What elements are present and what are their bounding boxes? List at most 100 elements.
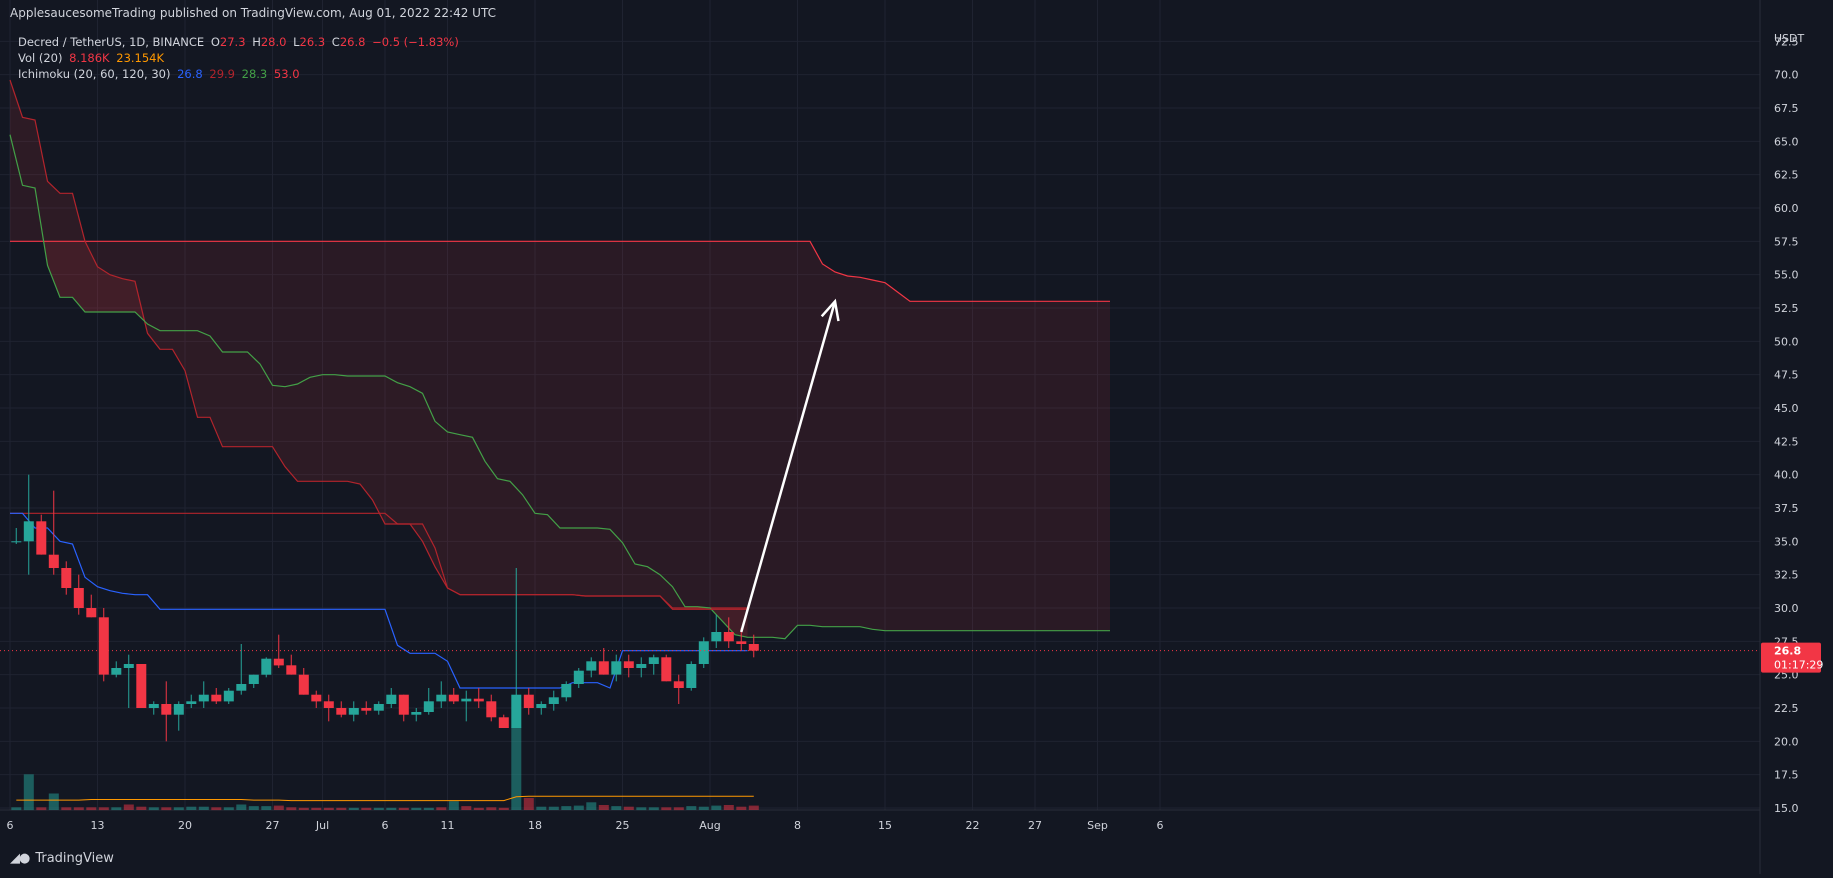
brand-label: TradingView (35, 851, 114, 866)
ichimoku-conversion-value: 26.8 (177, 67, 203, 81)
open-value: 27.3 (219, 35, 246, 49)
ichimoku-base-line (10, 512, 748, 610)
time-axis-tick: 8 (794, 819, 801, 832)
ichimoku-cloud-forward (10, 134, 1110, 639)
price-axis-tick: 20.0 (1774, 735, 1799, 748)
volume-bar (248, 806, 259, 810)
price-tag[interactable] (1761, 642, 1821, 673)
high-label: H (252, 35, 261, 49)
volume-bar (498, 807, 509, 810)
volume-bar (711, 805, 722, 810)
price-axis-tick: 37.5 (1774, 502, 1799, 515)
volume-label[interactable]: Vol (20) (18, 51, 63, 65)
candle-body (286, 665, 297, 675)
candle-body (473, 698, 484, 702)
volume-bar (686, 806, 697, 810)
volume-bar (748, 805, 759, 810)
price-axis-tick: 52.5 (1774, 302, 1799, 315)
volume-bar (123, 804, 134, 810)
volume-bar (648, 807, 659, 811)
price-tag-value: 26.8 (1774, 645, 1801, 658)
volume-bar (723, 805, 734, 810)
volume-bar (211, 807, 222, 811)
volume-bar (298, 807, 309, 810)
volume-bar (586, 802, 597, 810)
candle-body (386, 694, 397, 704)
candle-body (736, 641, 747, 644)
volume-bar (286, 807, 297, 811)
symbol-name[interactable]: Decred / TetherUS, 1D, BINANCE (18, 35, 205, 49)
time-axis-tick: 27 (1028, 819, 1042, 832)
candle-body (486, 701, 497, 718)
volume-bar (373, 807, 384, 810)
volume-ma-line (16, 795, 754, 802)
price-axis-tick: 65.0 (1774, 135, 1799, 148)
ichimoku-spanA-value: 28.3 (241, 67, 268, 81)
price-axis-tick: 62.5 (1774, 169, 1799, 182)
price-axis-tick: 50.0 (1774, 335, 1799, 348)
time-axis-tick: 25 (616, 819, 630, 832)
time-axis-tick: 27 (266, 819, 280, 832)
close-value: 26.8 (339, 35, 366, 49)
time-axis-tick: 11 (441, 819, 455, 832)
candle-body (411, 712, 422, 715)
publisher-line: ApplesaucesomeTrading published on Tradi… (10, 6, 496, 20)
price-axis-tick: 57.5 (1774, 235, 1799, 248)
ichimoku-label[interactable]: Ichimoku (20, 60, 120, 30) (18, 67, 171, 81)
time-axis-tick: Aug (699, 819, 720, 832)
candle-body (461, 698, 472, 702)
price-axis-unit: USDT (1774, 32, 1805, 45)
volume-bar (11, 807, 22, 811)
volume-bar (473, 807, 484, 810)
price-axis-tick: 42.5 (1774, 435, 1799, 448)
open-label: O (210, 35, 220, 49)
volume-bar (536, 806, 547, 810)
candle-body (561, 684, 572, 698)
time-axis-tick: 15 (878, 819, 892, 832)
candle-body (323, 701, 334, 708)
volume-bar (573, 805, 584, 810)
volume-bar (348, 807, 359, 810)
volume-bar (361, 807, 372, 810)
volume-ma-value: 23.154K (116, 51, 165, 65)
candle-body (448, 694, 459, 702)
candle-body (748, 644, 759, 651)
time-axis-tick: 20 (178, 819, 192, 832)
time-axis-tick: 6 (1157, 819, 1164, 832)
candle-body (423, 701, 434, 712)
candle-body (261, 658, 272, 675)
close-label: C (331, 35, 340, 49)
volume-bar (111, 807, 122, 811)
price-axis-tick: 40.0 (1774, 469, 1799, 482)
volume-bar (311, 807, 322, 810)
volume-bar (236, 804, 247, 810)
candle-body (598, 661, 609, 675)
candle-body (136, 664, 147, 708)
volume-bar (386, 807, 397, 810)
volume-bar (523, 797, 534, 810)
volume-bar (486, 807, 497, 811)
candle-body (198, 694, 209, 702)
volume-bar (173, 807, 184, 811)
candle-body (98, 617, 109, 675)
volume-bar (436, 807, 447, 811)
volume-bar (336, 807, 347, 810)
volume-bar (148, 807, 159, 811)
volume-bar (86, 807, 97, 811)
candle-body (586, 661, 597, 671)
volume-bar (448, 801, 459, 810)
candle-body (436, 694, 447, 702)
candle-body (686, 664, 697, 688)
ichimoku-spanA-line (9, 134, 1110, 640)
candle-body (661, 657, 672, 682)
volume-bar (136, 806, 147, 810)
volume-value: 8.186K (69, 51, 110, 65)
tradingview-brand[interactable]: ◢● TradingView (10, 851, 114, 866)
candle-body (336, 708, 347, 715)
volume-bar (636, 807, 647, 811)
volume-bar (98, 807, 109, 811)
annotation-arrow-head (820, 298, 840, 322)
candle-body (398, 694, 409, 715)
